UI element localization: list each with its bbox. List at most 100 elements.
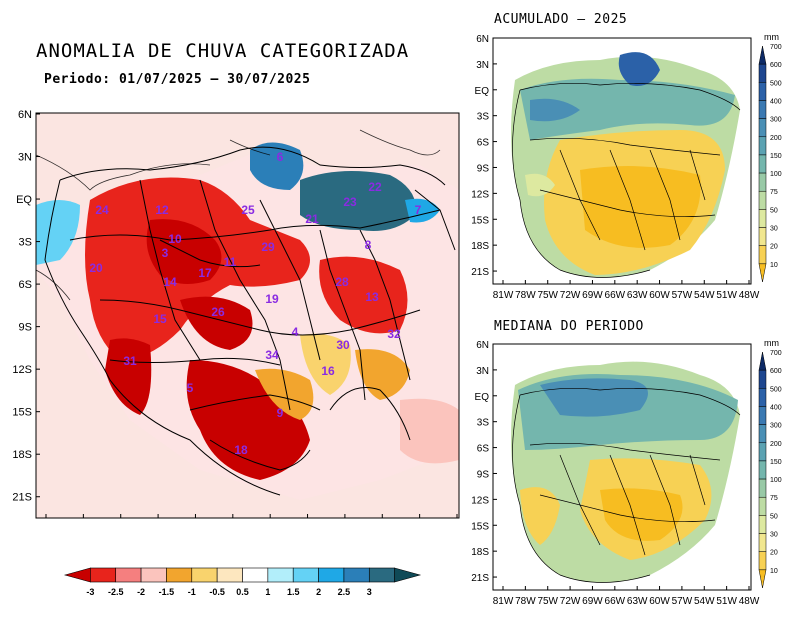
lon-label: 63W [627,596,648,607]
scale-segment [758,569,767,589]
colorbar-label: -2.5 [108,587,124,597]
scale-segment [758,551,767,571]
acumulado-unit: mm [764,32,779,42]
lon-label: 54W [694,596,715,607]
anomaly-field [36,113,459,518]
scale-label: 600 [770,62,782,69]
scale-label: 150 [770,153,782,160]
colorbar-label: -0.5 [209,587,225,597]
scale-label: 10 [770,262,778,269]
colorbar-segment [115,567,142,583]
lat-label: EQ [475,86,490,97]
colorbar-label: -1 [188,587,196,597]
acumulado-lon-axis: 81W 78W 75W 72W 69W 66W 63W 60W 57W 54W 51W 48W [493,280,760,301]
scale-label: 400 [770,98,782,105]
basin-label: 8 [365,238,372,252]
basin-label: 28 [335,275,349,289]
scale-segment [758,63,767,83]
basin-label: 34 [265,348,279,362]
scale-segment [758,45,767,65]
lon-label: 51W [716,290,737,301]
mediana-scale: 700 600 500 400 300 200 150 100 75 50 30 20 10 [758,350,782,589]
scale-label: 10 [770,568,778,575]
colorbar-segment [191,567,218,583]
lon-label: 72W [147,524,170,525]
lon-label: 57W [334,524,357,525]
basin-label: 25 [241,203,255,217]
scale-label: 75 [770,495,778,502]
scale-segment [758,172,767,192]
lon-label: 48W [739,290,760,301]
scale-label: 30 [770,532,778,539]
colorbar-label: -3 [86,587,94,597]
scale-segment [758,82,767,101]
lat-label: 6S [477,138,490,149]
basin-label: 16 [321,364,335,378]
lat-label: 6N [476,340,489,351]
lon-label: 75W [537,290,558,301]
scale-segment [758,388,767,407]
lon-label: 66W [222,524,245,525]
lat-label: 6S [477,444,490,455]
lat-label: 3S [477,112,490,123]
lon-label: 69W [582,290,603,301]
mediana-title: MEDIANA DO PERIODO [494,319,644,334]
basin-label: 4 [292,325,299,339]
lat-label: 9S [477,163,490,174]
basin-label: 22 [368,180,382,194]
lat-label: 3N [476,366,489,377]
basin-label: 14 [163,275,177,289]
lat-label: 12S [471,495,489,506]
lat-label: 3N [18,152,32,164]
scale-segment [758,478,767,498]
basin-label: 20 [89,261,103,275]
scale-label: 200 [770,441,782,448]
scale-label: 400 [770,404,782,411]
basin-label: 9 [277,406,284,420]
colorbar-segment [394,567,422,583]
scale-label: 75 [770,189,778,196]
scale-label: 100 [770,477,782,484]
basin-label: 11 [224,255,237,269]
lon-label: 81W [493,290,514,301]
lat-label: 6S [19,279,32,291]
basin-label: 5 [187,381,194,395]
mediana-lat-axis: 6N 3N EQ 3S 6S 9S 12S 15S 18S 21S [471,340,497,584]
lon-label: 48W [446,524,469,525]
colorbar-label: -1.5 [159,587,175,597]
basin-label: 10 [168,232,182,246]
lon-label: 72W [560,290,581,301]
colorbar-segment [318,567,345,583]
lon-label: 78W [515,290,536,301]
scale-label: 50 [770,207,778,214]
colorbar-segment [63,567,91,583]
colorbar-segment [166,567,193,583]
scale-segment [758,190,767,210]
scale-label: 300 [770,423,782,430]
lat-label: 12S [471,189,489,200]
lon-label: 66W [605,596,626,607]
colorbar-segment [90,567,117,583]
main-lon-axis: 81W 78W 75W 72W 69W 66W 63W 60W 57W 54W 51W 48W [35,514,469,525]
colorbar-segment [343,567,370,583]
lat-label: EQ [16,194,32,206]
colorbar-segment [216,567,243,583]
scale-label: 700 [770,350,782,357]
lat-label: 3S [19,237,32,249]
mediana-lon-axis: 81W 78W 75W 72W 69W 66W 63W 60W 57W 54W 51W 48W [493,586,760,607]
scale-label: 500 [770,386,782,393]
scale-segment [758,460,767,480]
basin-label: 7 [415,203,422,217]
lon-label: 66W [605,290,626,301]
basin-label: 6 [277,150,284,164]
lat-label: 21S [471,573,489,584]
scale-label: 300 [770,117,782,124]
scale-segment [758,118,767,138]
lat-label: 21S [471,267,489,278]
basin-label: 24 [95,203,109,217]
basin-label: 21 [305,212,319,226]
lon-label: 78W [72,524,95,525]
scale-label: 500 [770,80,782,87]
mediana-unit: mm [764,338,779,348]
